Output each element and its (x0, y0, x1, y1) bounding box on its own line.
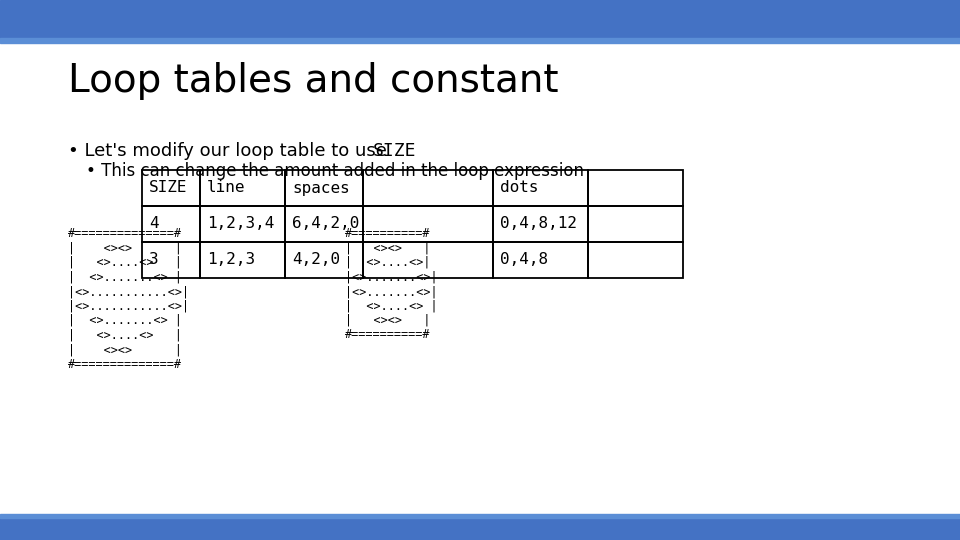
Text: |   <>....<>   |: | <>....<> | (68, 328, 182, 341)
Text: #==============#: #==============# (68, 357, 182, 370)
Text: #==============#: #==============# (68, 227, 182, 240)
Bar (0, 518, 960, 540)
Text: |<>...........<>|: |<>...........<>| (68, 300, 189, 313)
Bar (0, 514, 960, 518)
Bar (363, 206, 493, 242)
Text: |<>...........<>|: |<>...........<>| (68, 285, 189, 298)
Bar (200, 206, 285, 242)
Text: line: line (207, 180, 246, 195)
Bar (0, 38, 960, 43)
Bar (285, 242, 363, 278)
Text: 1,2,3: 1,2,3 (207, 253, 255, 267)
Bar (142, 242, 200, 278)
Text: |    <><>      |: | <><> | (68, 343, 182, 356)
Text: • This can change the amount added in the loop expression: • This can change the amount added in th… (86, 162, 584, 180)
Text: |  <>....<> |: | <>....<> | (345, 300, 438, 313)
Text: |  <>....<>|: | <>....<>| (345, 256, 430, 269)
Bar (285, 206, 363, 242)
Text: #==========#: #==========# (345, 328, 430, 341)
Bar (285, 170, 363, 206)
Bar (493, 242, 588, 278)
Text: dots: dots (500, 180, 539, 195)
Bar (363, 242, 493, 278)
Text: |  <>.......<> |: | <>.......<> | (68, 271, 182, 284)
Bar (493, 206, 588, 242)
Text: |<>.......<>|: |<>.......<>| (345, 271, 438, 284)
Text: • Let's modify our loop table to use: • Let's modify our loop table to use (68, 142, 393, 160)
Text: 1,2,3,4: 1,2,3,4 (207, 217, 275, 232)
Text: 0,4,8: 0,4,8 (500, 253, 548, 267)
Text: |   <><>   |: | <><> | (345, 314, 430, 327)
Text: |    <><>      |: | <><> | (68, 241, 182, 254)
Bar (142, 170, 200, 206)
Text: |   <><>   |: | <><> | (345, 241, 430, 254)
Bar (200, 242, 285, 278)
Text: #==========#: #==========# (345, 227, 430, 240)
Text: SIZE: SIZE (149, 180, 187, 195)
Bar (0, 0, 960, 38)
Text: Loop tables and constant: Loop tables and constant (68, 62, 559, 100)
Text: spaces: spaces (292, 180, 349, 195)
Text: 4,2,0: 4,2,0 (292, 253, 340, 267)
Bar (142, 206, 200, 242)
Text: 0,4,8,12: 0,4,8,12 (500, 217, 577, 232)
Text: SIZE: SIZE (373, 142, 417, 160)
Bar (363, 170, 493, 206)
Bar (200, 170, 285, 206)
Bar (588, 242, 683, 278)
Text: 4: 4 (149, 217, 158, 232)
Bar (588, 206, 683, 242)
Text: |  <>.......<> |: | <>.......<> | (68, 314, 182, 327)
Bar (493, 170, 588, 206)
Bar (588, 170, 683, 206)
Text: |<>.......<>|: |<>.......<>| (345, 285, 438, 298)
Text: |   <>....<>   |: | <>....<> | (68, 256, 182, 269)
Text: 3: 3 (149, 253, 158, 267)
Text: 6,4,2,0: 6,4,2,0 (292, 217, 359, 232)
